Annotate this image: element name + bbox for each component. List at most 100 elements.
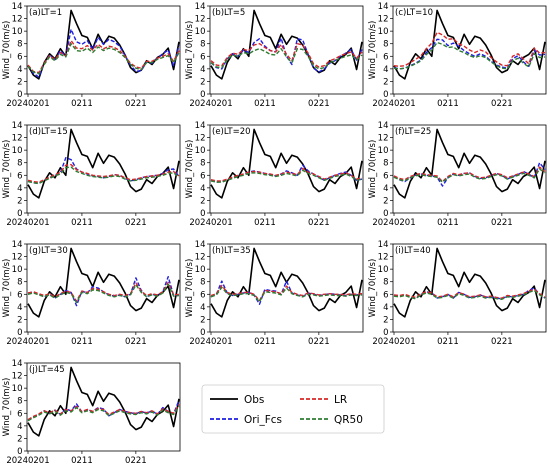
plot-frame — [209, 5, 364, 95]
series-ori-fcs-line — [393, 161, 546, 187]
y-tick-label: 4 — [17, 303, 22, 313]
y-axis-label: Wind_70(m/s) — [368, 21, 378, 80]
y-tick-label: 14 — [12, 2, 23, 12]
x-tick-label: 0221 — [125, 337, 147, 347]
y-tick-label: 6 — [17, 171, 22, 181]
panel-title: (j)LT=45 — [29, 365, 65, 375]
y-tick-label: 10 — [378, 265, 389, 275]
series-obs-line — [393, 247, 546, 318]
y-tick-label: 0 — [17, 328, 22, 338]
panel-dlt15: 0 2 4 6 8 10 12 14 20240201 0211 0221 Wind_70(m/s) (… — [2, 121, 181, 228]
y-tick-label: 14 — [195, 240, 206, 250]
y-tick-label: 6 — [200, 52, 205, 62]
series-lr-line — [210, 284, 363, 302]
y-axis-label: Wind_70(m/s) — [2, 140, 12, 199]
series-lr-line — [210, 43, 363, 68]
y-tick-label: 0 — [17, 90, 22, 100]
y-tick-label: 8 — [383, 159, 388, 169]
series-qr50-line — [210, 169, 363, 183]
y-tick-label: 2 — [200, 77, 205, 87]
y-tick-label: 14 — [378, 240, 389, 250]
series-qr50-line — [27, 406, 180, 422]
x-tick-label: 0221 — [125, 99, 147, 109]
series-lr-line — [27, 39, 180, 74]
panel-blt5: 0 2 4 6 8 10 12 14 20240201 0211 0221 Wind_70(m/s) (… — [185, 2, 364, 109]
x-tick-label: 20240201 — [189, 337, 232, 347]
plot-frame — [26, 362, 181, 452]
panel-glt30: 0 2 4 6 8 10 12 14 20240201 0211 0221 Wind_70(m/s) (… — [2, 240, 181, 347]
y-tick-label: 10 — [378, 146, 389, 156]
x-tick-label: 20240201 — [6, 99, 49, 109]
x-tick-label: 20240201 — [372, 337, 415, 347]
y-tick-label: 10 — [195, 27, 206, 37]
series-lr-line — [27, 281, 180, 302]
x-tick-label: 0221 — [308, 99, 330, 109]
y-tick-label: 12 — [195, 15, 206, 25]
x-tick-label: 20240201 — [372, 218, 415, 228]
y-tick-label: 6 — [17, 409, 22, 419]
y-tick-label: 2 — [17, 77, 22, 87]
y-tick-label: 2 — [383, 196, 388, 206]
panel-title: (a)LT=1 — [29, 8, 62, 18]
y-tick-label: 4 — [383, 303, 388, 313]
y-tick-label: 10 — [12, 27, 23, 37]
x-tick-label: 20240201 — [6, 218, 49, 228]
panel-title: (f)LT=25 — [395, 127, 431, 137]
legend-label-lr: LR — [334, 394, 347, 406]
x-tick-label: 0221 — [491, 218, 513, 228]
y-tick-label: 0 — [383, 90, 388, 100]
series-obs-line — [393, 128, 546, 199]
y-tick-label: 2 — [17, 434, 22, 444]
y-tick-label: 8 — [383, 40, 388, 50]
y-tick-label: 2 — [383, 77, 388, 87]
x-tick-label: 0221 — [491, 99, 513, 109]
y-axis-label: Wind_70(m/s) — [185, 21, 195, 80]
y-tick-label: 12 — [378, 253, 389, 263]
panel-elt20: 0 2 4 6 8 10 12 14 20240201 0211 0221 Wind_70(m/s) (… — [185, 121, 364, 228]
y-tick-label: 12 — [12, 15, 23, 25]
y-tick-label: 8 — [17, 40, 22, 50]
y-tick-label: 4 — [17, 184, 22, 194]
y-tick-label: 14 — [195, 121, 206, 131]
series-qr50-line — [27, 283, 180, 304]
series-qr50-line — [393, 289, 546, 300]
y-tick-label: 14 — [378, 2, 389, 12]
y-tick-label: 2 — [17, 315, 22, 325]
panel-title: (h)LT=35 — [212, 246, 251, 256]
y-tick-label: 12 — [12, 372, 23, 382]
x-tick-label: 0211 — [71, 337, 93, 347]
y-axis-label: Wind_70(m/s) — [2, 259, 12, 318]
panel-clt10: 0 2 4 6 8 10 12 14 20240201 0211 0221 Wind_70(m/s) (… — [368, 2, 547, 109]
y-tick-label: 8 — [17, 159, 22, 169]
series-ori-fcs-line — [27, 28, 180, 78]
y-tick-label: 4 — [17, 422, 22, 432]
legend-label-obs: Obs — [244, 394, 264, 406]
y-tick-label: 6 — [200, 290, 205, 300]
x-tick-label: 0211 — [254, 99, 276, 109]
y-tick-label: 2 — [200, 315, 205, 325]
y-tick-label: 4 — [383, 65, 388, 75]
panel-title: (d)LT=15 — [29, 127, 68, 137]
panel-title: (i)LT=40 — [395, 246, 431, 256]
y-tick-label: 4 — [383, 184, 388, 194]
y-tick-label: 4 — [200, 303, 205, 313]
y-tick-label: 6 — [383, 52, 388, 62]
y-tick-label: 0 — [383, 209, 388, 219]
y-tick-label: 14 — [12, 240, 23, 250]
y-tick-label: 14 — [378, 121, 389, 131]
y-tick-label: 10 — [12, 265, 23, 275]
series-qr50-line — [27, 43, 180, 75]
series-lr-line — [393, 31, 546, 68]
y-tick-label: 0 — [200, 328, 205, 338]
y-tick-label: 6 — [17, 290, 22, 300]
y-tick-label: 0 — [200, 209, 205, 219]
x-tick-label: 20240201 — [372, 99, 415, 109]
panel-flt25: 0 2 4 6 8 10 12 14 20240201 0211 0221 Wind_70(m/s) (… — [368, 121, 547, 228]
series-obs-line — [210, 128, 363, 199]
y-tick-label: 10 — [12, 146, 23, 156]
y-tick-label: 0 — [17, 209, 22, 219]
y-tick-label: 8 — [200, 278, 205, 288]
x-tick-label: 0211 — [254, 218, 276, 228]
y-axis-label: Wind_70(m/s) — [368, 140, 378, 199]
y-axis-label: Wind_70(m/s) — [368, 259, 378, 318]
